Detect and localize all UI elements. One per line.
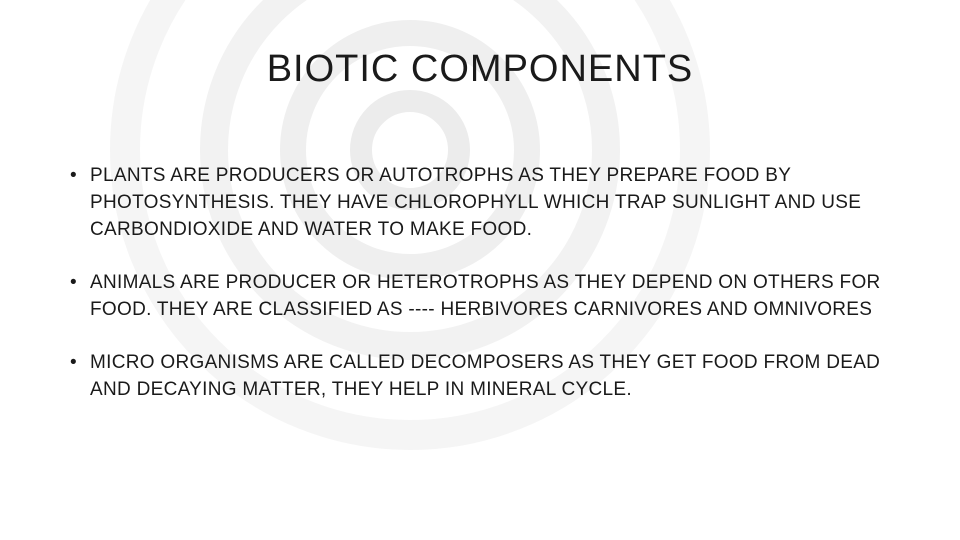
bullet-item: PLANTS ARE PRODUCERS OR AUTOTROPHS AS TH… — [68, 163, 892, 244]
bullet-item: ANIMALS ARE PRODUCER OR HETEROTROPHS AS … — [68, 270, 892, 324]
bullet-item: MICRO ORGANISMS ARE CALLED DECOMPOSERS A… — [68, 350, 892, 404]
slide: BIOTIC COMPONENTS PLANTS ARE PRODUCERS O… — [0, 0, 960, 540]
bullet-list: PLANTS ARE PRODUCERS OR AUTOTROPHS AS TH… — [68, 163, 892, 404]
slide-title: BIOTIC COMPONENTS — [68, 48, 892, 91]
